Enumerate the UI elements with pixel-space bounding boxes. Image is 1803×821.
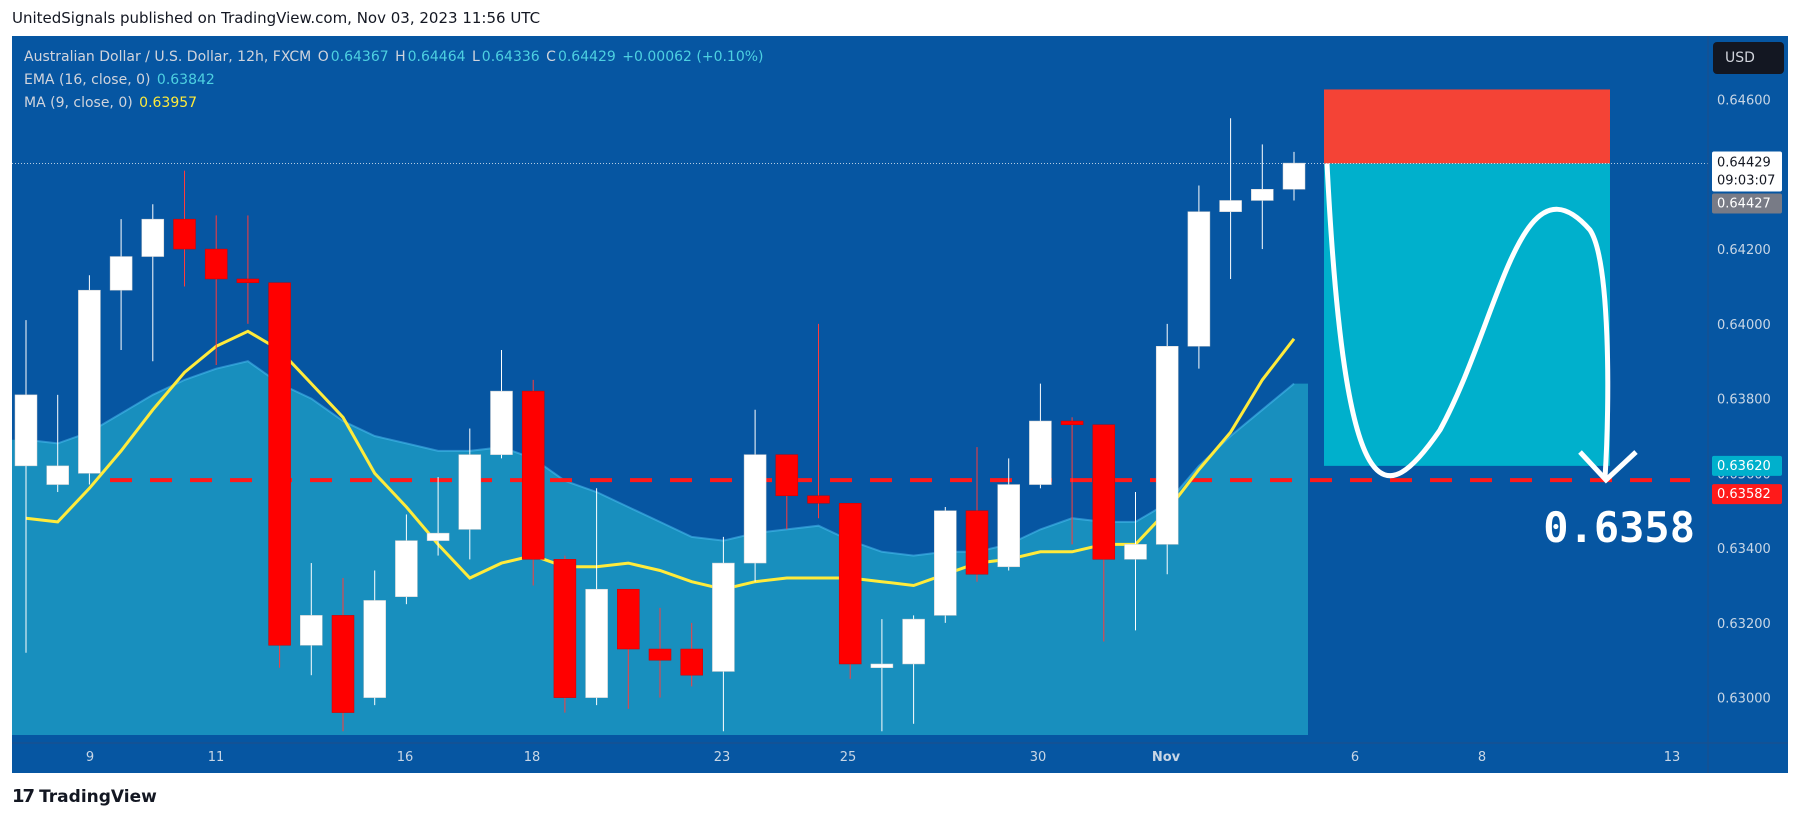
candle-body [363,600,386,698]
low-value: 0.64336 [481,49,540,65]
candle-body [585,588,608,698]
open-value: 0.64367 [330,49,389,65]
x-tick-label: 11 [208,750,225,765]
x-tick-label: 13 [1664,750,1681,765]
candle-body [268,282,291,646]
projection-arrow-icon [1578,450,1638,484]
candle-body [300,615,323,646]
ema-label: EMA (16, close, 0) [24,72,151,88]
take-profit-zone [1324,163,1610,466]
x-tick-label: 30 [1030,750,1047,765]
candle-body [109,256,133,291]
candle-body [965,510,989,575]
candle-body [617,588,640,650]
high-label: H [395,49,406,65]
x-tick-label: 16 [397,750,414,765]
change-value: +0.00062 (+0.10%) [622,49,764,65]
footer-brand[interactable]: 17 TradingView [12,786,157,807]
candle-body [141,218,165,257]
last-price-label: 0.64429 [1717,155,1771,170]
candle-body [553,559,577,698]
candle-body [1124,544,1147,560]
bid-price-label-bg [1712,193,1782,214]
candle-body [648,648,672,661]
ma-label: MA (9, close, 0) [24,95,133,111]
candle-body [395,540,418,597]
candle-body [204,248,228,280]
ma-legend-row[interactable]: MA (9, close, 0) 0.63957 [24,92,766,115]
low-label: L [471,49,480,65]
close-value: 0.64429 [557,49,616,65]
y-tick-label: 0.63400 [1717,542,1771,557]
chart-legend: Australian Dollar / U.S. Dollar, 12h, FX… [24,46,766,115]
x-tick-label: 8 [1478,750,1486,765]
candle-body [1282,162,1306,190]
y-tick-label: 0.63800 [1717,393,1771,408]
close-label: C [546,49,556,65]
y-tick-label: 0.64200 [1717,243,1771,258]
candle-body [743,454,767,564]
currency-button[interactable]: USD [1713,42,1784,74]
candle-body [807,495,830,504]
ema-value: 0.63842 [156,72,215,88]
target-price-label-bg [1712,455,1782,476]
candle-body [490,390,513,455]
bid-price-label: 0.64427 [1717,196,1771,211]
candle-body [521,390,545,560]
candle-body [775,454,799,497]
candle-body [712,562,735,672]
last-price-box [1712,151,1782,192]
candle-body [997,484,1020,568]
y-tick-label: 0.63000 [1717,692,1771,707]
candle-body [46,465,69,485]
tradingview-logo-icon: 17 [12,786,35,807]
candle-body [680,648,703,676]
ma-value: 0.63957 [139,95,198,111]
target-price-label: 0.63620 [1717,459,1771,474]
projection-curve [1324,163,1611,479]
candle-body [458,454,482,530]
x-tick-label: 25 [840,750,857,765]
ema-line [25,360,1295,557]
high-value: 0.64464 [407,49,466,65]
x-tick-label: Nov [1152,750,1181,765]
publisher-header: UnitedSignals published on TradingView.c… [12,9,541,27]
candle-body [870,663,894,668]
candle-body [236,278,260,283]
y-tick-label: 0.64000 [1717,318,1771,333]
open-label: O [317,49,329,65]
candle-body [78,289,101,474]
symbol-legend-row: Australian Dollar / U.S. Dollar, 12h, FX… [24,46,766,69]
candle-body [1219,200,1242,212]
candle-body [1251,189,1274,201]
brand-name: TradingView [39,786,157,807]
candle-body [1187,211,1211,347]
symbol-title[interactable]: Australian Dollar / U.S. Dollar, 12h, FX… [24,49,312,65]
candle-body [1060,420,1084,425]
y-tick-label: 0.64600 [1717,94,1771,109]
level-price-label: 0.63582 [1717,487,1771,502]
level-price-label-bg [1712,484,1782,505]
ema-legend-row[interactable]: EMA (16, close, 0) 0.63842 [24,69,766,92]
countdown-label: 09:03:07 [1717,173,1775,188]
candle-body [173,218,196,250]
x-tick-label: 9 [86,750,94,765]
candle-body [426,532,450,541]
candle-body [934,510,957,616]
x-tick-label: 23 [714,750,731,765]
stop-loss-zone [1324,89,1610,164]
candle-body [838,502,862,665]
candle-body [331,615,355,713]
candle-body [1155,346,1179,545]
candle-body [1029,420,1052,485]
target-annotation-text: 0.6358 [1543,503,1695,552]
candle-body [14,394,38,467]
candle-body [902,618,925,665]
y-tick-label: 0.63200 [1717,617,1771,632]
x-tick-label: 18 [524,750,541,765]
candle-body [1092,424,1116,560]
x-tick-label: 6 [1351,750,1359,765]
ma-line [25,329,1296,591]
